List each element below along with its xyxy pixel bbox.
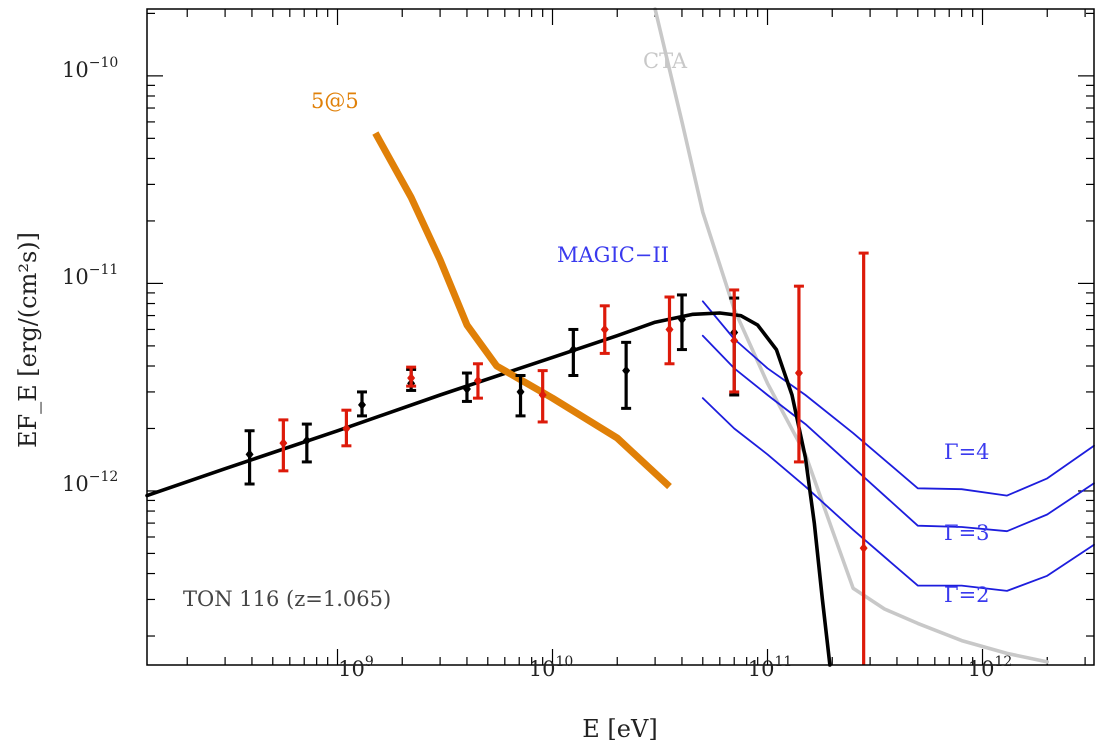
black-point-7 xyxy=(621,340,632,410)
data-marker xyxy=(794,368,803,379)
black-point-6 xyxy=(568,327,579,377)
data-marker xyxy=(358,399,367,410)
red-point-1 xyxy=(341,408,352,448)
black-point-0 xyxy=(244,429,255,486)
fivefive-curve xyxy=(372,131,672,490)
y-tick-label-1e-10: 10−10 xyxy=(62,55,118,82)
x-tick-label-1e9: 109 xyxy=(338,654,374,681)
data-marker xyxy=(665,324,674,335)
data-marker xyxy=(677,314,686,325)
data-marker xyxy=(462,383,471,394)
gamma4-label: Γ=4 xyxy=(944,440,990,464)
magic-label: MAGIC−II xyxy=(557,243,669,267)
x-tick-label-1e12: 1012 xyxy=(968,654,1013,681)
data-marker xyxy=(279,438,288,449)
x-axis-title: E [eV] xyxy=(582,715,657,743)
red-point-4 xyxy=(537,369,548,424)
red-point-0 xyxy=(278,418,289,473)
y-tick-label-1e-12: 10−12 xyxy=(62,469,118,496)
red-point-5 xyxy=(599,304,610,355)
data-marker xyxy=(342,423,351,434)
red-point-6 xyxy=(664,295,675,366)
x-tick-label-1e11: 1011 xyxy=(748,654,793,681)
y-tick-label-1e-11: 10−11 xyxy=(62,262,118,289)
magic-gamma4-curve xyxy=(701,300,1095,497)
y-axis-title: EF_E [erg/(cm²s)] xyxy=(14,232,42,448)
black-point-8 xyxy=(676,293,687,352)
gamma3-label: Γ=3 xyxy=(944,521,990,545)
data-marker xyxy=(245,449,254,460)
magic-gamma2-curve xyxy=(701,397,1095,592)
red-point-3 xyxy=(472,362,483,400)
x-tick-label-1e10: 1010 xyxy=(529,654,574,681)
red-point-2 xyxy=(406,365,417,388)
data-marker xyxy=(859,543,868,554)
data-marker xyxy=(538,389,547,400)
cta-label: CTA xyxy=(643,49,688,73)
minor-ticks xyxy=(147,9,1094,665)
data-marker xyxy=(622,365,631,376)
red-point-8 xyxy=(793,284,804,464)
data-marker xyxy=(516,386,525,397)
model-curve xyxy=(145,311,832,667)
data-marker xyxy=(473,375,482,386)
data-marker xyxy=(302,435,311,446)
points-layer xyxy=(244,251,869,665)
source-label: TON 116 (z=1.065) xyxy=(183,587,391,611)
data-marker xyxy=(569,344,578,355)
cta-curve xyxy=(653,7,1049,664)
black-point-5 xyxy=(515,373,526,418)
black-point-1 xyxy=(301,422,312,464)
black-point-4 xyxy=(461,371,472,403)
data-marker xyxy=(600,324,609,335)
gamma2-label: Γ=2 xyxy=(944,583,990,607)
data-marker xyxy=(407,373,416,384)
series-layer xyxy=(145,7,1095,667)
data-marker xyxy=(730,335,739,346)
red-point-7 xyxy=(729,288,740,394)
fivefive-label: 5@5 xyxy=(311,89,359,113)
plot-frame xyxy=(146,8,1095,666)
red-point-9 xyxy=(858,251,869,665)
magic-gamma3-curve xyxy=(701,334,1095,533)
black-point-2 xyxy=(357,390,368,418)
